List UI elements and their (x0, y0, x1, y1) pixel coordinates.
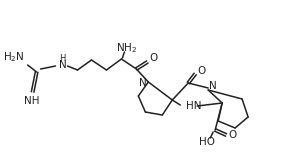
Text: N: N (209, 81, 217, 91)
Text: H$_2$N: H$_2$N (3, 50, 25, 64)
Text: NH$_2$: NH$_2$ (116, 41, 137, 55)
Text: O: O (197, 66, 205, 76)
Text: HO: HO (199, 137, 215, 147)
Text: O: O (149, 53, 158, 63)
Text: H: H (59, 54, 66, 63)
Text: NH: NH (24, 96, 39, 106)
Text: HN: HN (186, 101, 202, 111)
Text: N: N (59, 61, 66, 70)
Text: O: O (228, 130, 236, 140)
Text: N: N (140, 78, 147, 88)
